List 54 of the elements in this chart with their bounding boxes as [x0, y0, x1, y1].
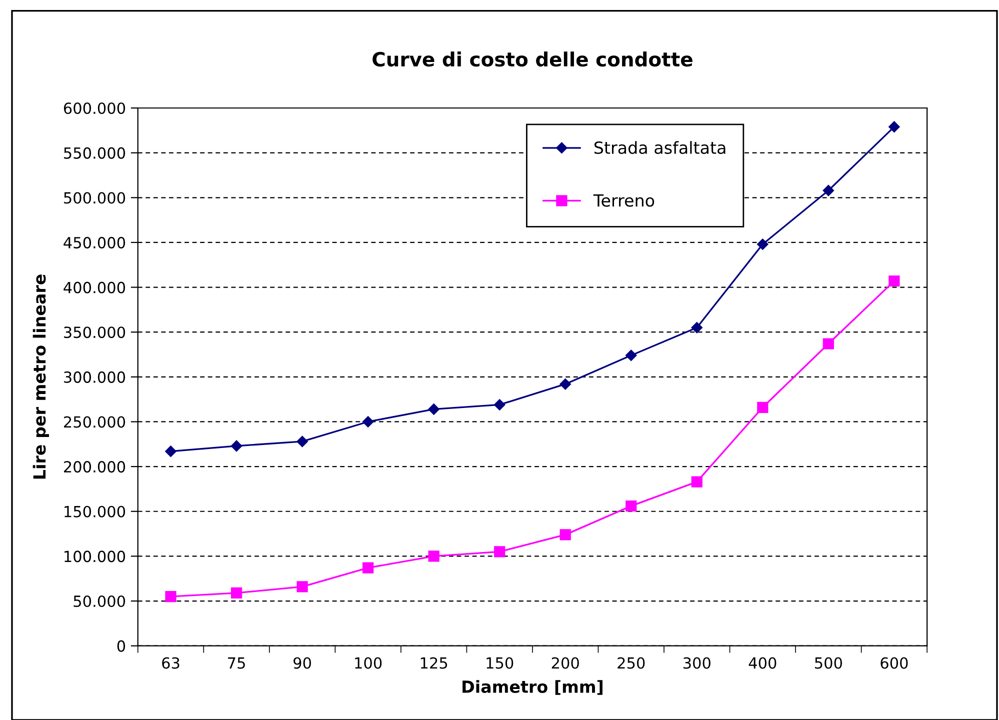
y-tick-label: 300.000 — [64, 371, 126, 383]
y-tick-label: 400.000 — [64, 282, 126, 294]
x-tick-label: 63 — [162, 657, 180, 669]
point — [691, 322, 702, 334]
point — [822, 184, 834, 196]
point — [494, 546, 506, 558]
x-tick-label: 300 — [683, 657, 710, 669]
y-tick-label: 200.000 — [64, 461, 126, 473]
y-axis-title: Lire per metro lineare — [32, 274, 49, 479]
point — [757, 238, 768, 250]
point — [757, 402, 768, 413]
x-axis-title: Diametro [mm] — [462, 680, 602, 695]
x-tick-label: 125 — [420, 657, 448, 669]
y-tick-label: 600.000 — [64, 102, 126, 114]
x-tick-label: 90 — [294, 657, 311, 669]
point — [296, 581, 308, 592]
x-tick-label: 100 — [355, 657, 382, 669]
x-tick-label: 150 — [486, 657, 514, 669]
legend-label: Terreno — [593, 194, 654, 207]
point — [428, 550, 440, 562]
y-tick-label: 450.000 — [64, 236, 126, 248]
point — [230, 587, 242, 599]
point — [296, 436, 308, 448]
x-tick-label: 500 — [815, 657, 842, 669]
y-tick-label: 100.000 — [64, 550, 126, 562]
y-tick-label: 0 — [117, 640, 126, 652]
y-tick-label: 500.000 — [64, 192, 126, 204]
point — [362, 562, 374, 574]
x-tick-label: 400 — [748, 657, 776, 669]
y-tick-label: 150.000 — [64, 506, 126, 518]
point — [560, 529, 571, 540]
x-tick-label: 75 — [228, 657, 245, 669]
x-tick-label: 600 — [880, 657, 908, 669]
y-tick-label: 50.000 — [74, 595, 126, 608]
legend-label: Strada asfaltata — [594, 141, 726, 154]
point — [362, 416, 374, 428]
y-tick-label: 350.000 — [64, 326, 126, 338]
x-tick-label: 200 — [552, 657, 579, 669]
point — [560, 378, 571, 390]
chart-title: Curve di costo delle condotte — [372, 52, 692, 67]
point — [230, 440, 242, 452]
point — [626, 500, 637, 512]
point — [822, 338, 834, 350]
y-tick-label: 250.000 — [64, 416, 126, 428]
point — [626, 350, 637, 362]
point — [428, 404, 440, 415]
point — [494, 399, 506, 410]
point — [691, 476, 702, 488]
point — [165, 446, 176, 457]
x-tick-label: 250 — [618, 657, 645, 669]
point — [888, 275, 900, 287]
point — [888, 121, 900, 132]
point — [165, 590, 176, 602]
y-tick-label: 550.000 — [64, 147, 126, 159]
